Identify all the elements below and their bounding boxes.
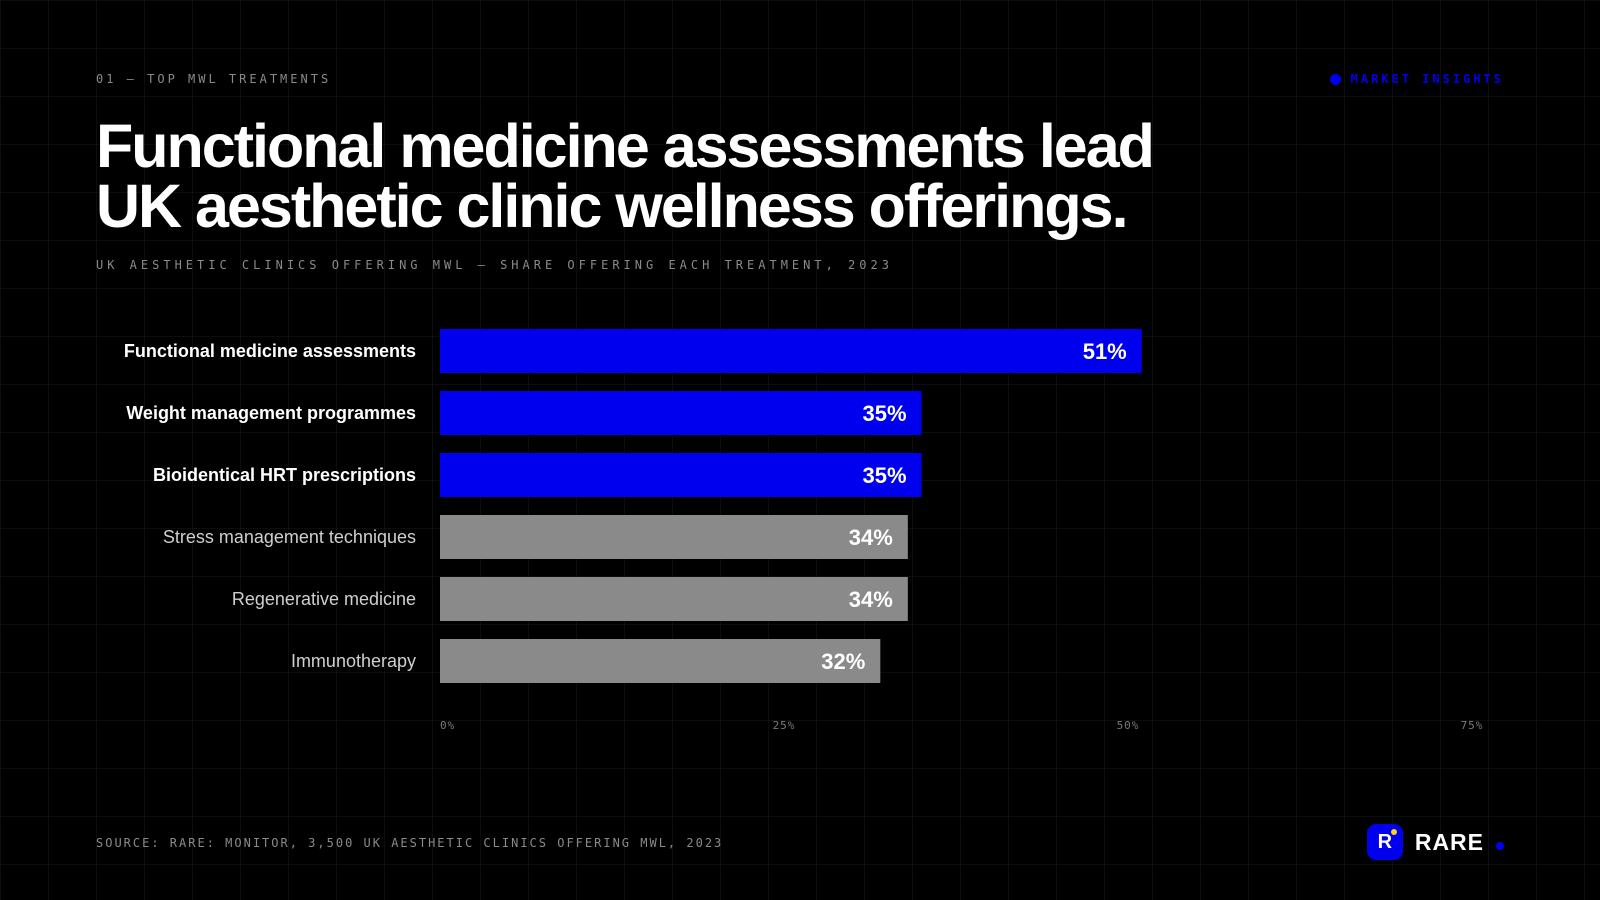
data-label-5: 34% bbox=[849, 587, 893, 612]
bar-3 bbox=[440, 453, 922, 497]
bar-6 bbox=[440, 639, 881, 683]
rare-logo: R RARE bbox=[1366, 824, 1504, 860]
bar-5 bbox=[440, 577, 908, 621]
category-label-5: Regenerative medicine bbox=[232, 589, 416, 609]
logo-spark-icon bbox=[1390, 829, 1397, 835]
category-label-6: Immunotherapy bbox=[291, 651, 416, 671]
page-title: Functional medicine assessments lead UK … bbox=[96, 112, 1296, 240]
chart-subtitle: UK AESTHETIC CLINICS OFFERING MWL — SHAR… bbox=[96, 258, 893, 272]
badge-label: MARKET INSIGHTS bbox=[1350, 72, 1504, 86]
logo-mark-letter: R bbox=[1377, 830, 1393, 853]
data-label-3: 35% bbox=[863, 463, 907, 488]
section-kicker: 01 — TOP MWL TREATMENTS bbox=[96, 72, 332, 86]
data-label-1: 51% bbox=[1083, 339, 1127, 364]
x-tick-label-1: 0% bbox=[440, 719, 455, 732]
logo-mark-icon: R bbox=[1366, 824, 1403, 860]
category-label-2: Weight management programmes bbox=[126, 403, 416, 423]
source-note: SOURCE: RARE: MONITOR, 3,500 UK AESTHETI… bbox=[96, 836, 724, 850]
category-label-1: Functional medicine assessments bbox=[124, 341, 416, 361]
title-line-1: Functional medicine assessments lead bbox=[96, 112, 1155, 180]
x-tick-label-3: 50% bbox=[1117, 719, 1140, 732]
x-tick-label-2: 25% bbox=[773, 719, 796, 732]
market-insights-badge: MARKET INSIGHTS bbox=[1329, 72, 1504, 86]
data-label-6: 32% bbox=[821, 649, 865, 674]
logo-wordmark: RARE bbox=[1414, 828, 1484, 855]
bar-4 bbox=[440, 515, 908, 559]
category-label-4: Stress management techniques bbox=[163, 527, 416, 547]
bar-1 bbox=[440, 329, 1142, 373]
bar-2 bbox=[440, 391, 922, 435]
data-label-2: 35% bbox=[863, 401, 907, 426]
category-label-3: Bioidentical HRT prescriptions bbox=[153, 465, 416, 485]
data-label-4: 34% bbox=[849, 525, 893, 550]
x-tick-label-4: 75% bbox=[1461, 719, 1484, 732]
badge-dot-icon bbox=[1329, 73, 1341, 85]
title-line-2: UK aesthetic clinic wellness offerings. bbox=[96, 172, 1129, 240]
logo-dot-icon bbox=[1496, 842, 1504, 850]
